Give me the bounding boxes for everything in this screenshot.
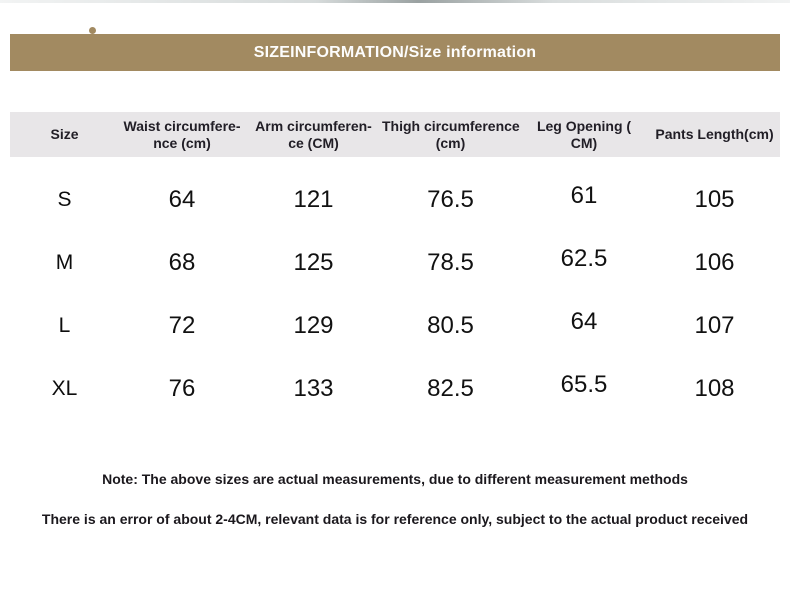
pants-length-value: 107 [694,311,735,339]
column-header-line: nce (cm) [153,134,211,151]
section-title-banner: SIZEINFORMATION/Size information [10,34,780,71]
column-header-line: ce (CM) [288,134,339,151]
pants-length-value: 106 [694,248,735,276]
column-header-line: Pants Length(cm) [655,126,774,142]
column-header-thigh: Thigh circumference (cm) [382,117,520,152]
thigh-value: 78.5 [427,248,474,276]
pants-length-value: 105 [694,185,735,213]
column-header-waist: Waist circumfere- nce (cm) [119,118,245,152]
column-header-line: CM) [570,134,598,151]
size-cell: M [55,250,74,274]
size-table: Size Waist circumfere- nce (cm) Arm circ… [10,112,780,420]
column-header-line: (cm) [435,134,466,151]
table-row-s: S 64 121 76.5 61 105 [10,168,780,231]
measurement-notes: Note: The above sizes are actual measure… [0,469,790,529]
arm-value: 121 [293,185,334,213]
column-header-line: Leg Opening ( [536,117,632,134]
size-table-header-row: Size Waist circumfere- nce (cm) Arm circ… [10,112,780,157]
column-header-leg-opening: Leg Opening ( CM) [519,118,649,152]
leg-opening-value: 65.5 [560,370,608,398]
waist-value: 68 [168,248,196,276]
section-title: SIZEINFORMATION/Size information [253,43,537,61]
waist-value: 76 [168,374,196,402]
size-cell: S [57,187,72,211]
size-table-body: S 64 121 76.5 61 105 M 68 125 78.5 62.5 … [10,168,780,420]
waist-value: 64 [168,185,196,213]
size-cell: L [58,313,71,337]
pants-length-value: 108 [694,374,735,402]
arm-value: 133 [293,374,334,402]
leg-opening-value: 62.5 [560,244,608,272]
leg-opening-value: 64 [570,307,598,335]
size-cell: XL [51,376,78,400]
column-header-arm: Arm circumferen- ce (CM) [245,118,382,152]
column-header-line: Arm circumferen- [255,117,372,134]
note-line-1: Note: The above sizes are actual measure… [102,471,688,487]
decorative-dot [89,27,96,34]
top-edge-artifact [0,0,790,3]
column-header-line: Waist circumfere- [123,117,241,134]
table-row-xl: XL 76 133 82.5 65.5 108 [10,357,780,420]
column-header-line: Thigh circumference [382,117,520,134]
column-header-size: Size [10,126,119,143]
waist-value: 72 [168,311,196,339]
table-row-l: L 72 129 80.5 64 107 [10,294,780,357]
thigh-value: 80.5 [427,311,474,339]
column-header-line: Size [50,126,79,142]
column-header-pants-length: Pants Length(cm) [649,126,780,143]
arm-value: 129 [293,311,334,339]
arm-value: 125 [293,248,334,276]
note-line-2: There is an error of about 2-4CM, releva… [41,511,749,527]
thigh-value: 82.5 [427,374,474,402]
thigh-value: 76.5 [427,185,474,213]
leg-opening-value: 61 [570,181,598,209]
table-row-m: M 68 125 78.5 62.5 106 [10,231,780,294]
